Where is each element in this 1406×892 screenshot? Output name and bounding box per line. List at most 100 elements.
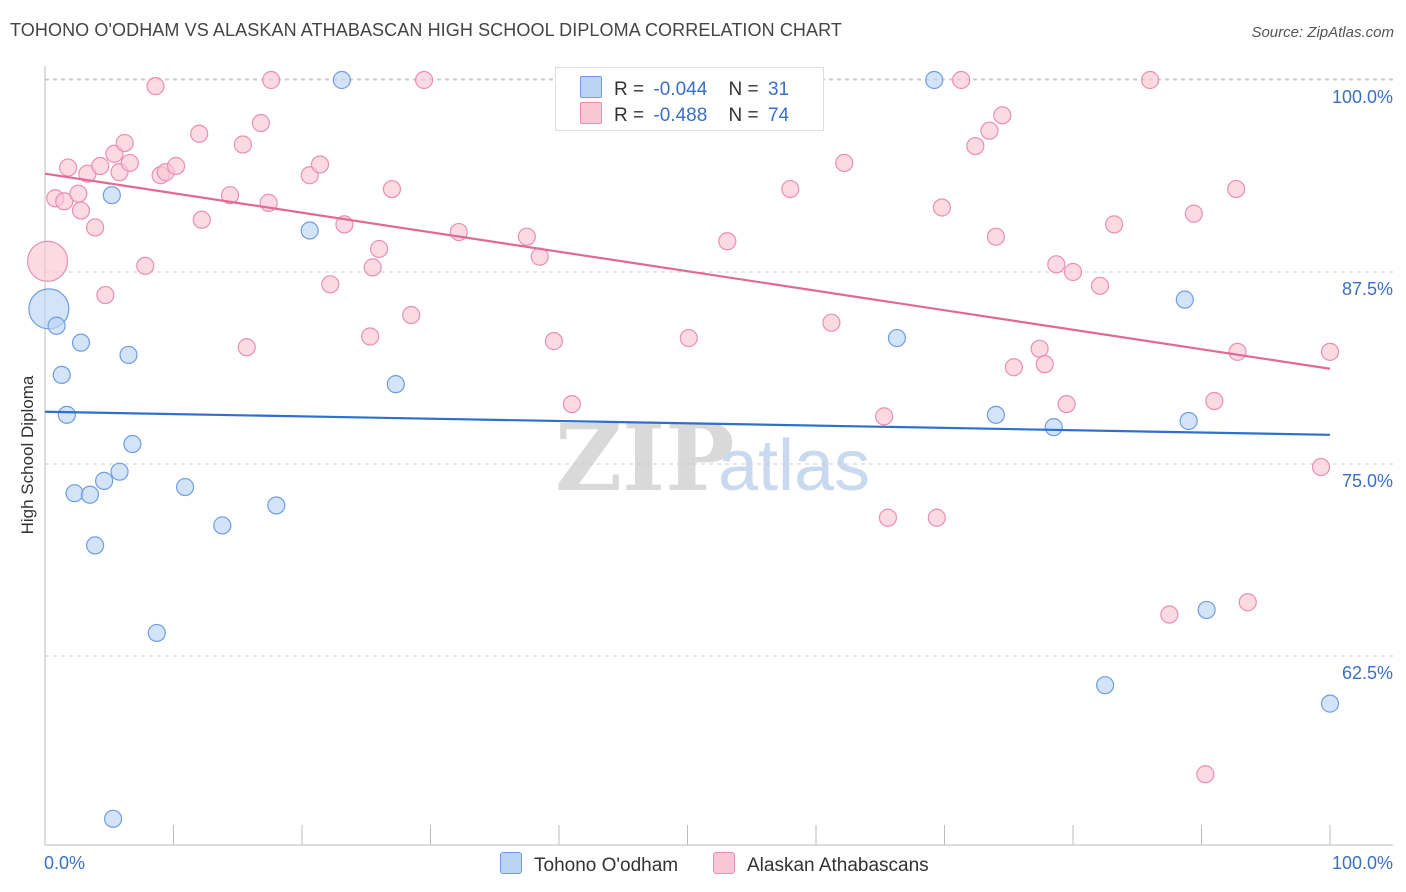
blue-data-point [52, 365, 71, 385]
blue-data-point [300, 221, 319, 240]
pink-data-point [59, 158, 78, 177]
pink-data-point [1047, 255, 1066, 274]
blue-swatch [580, 76, 602, 98]
pink-data-point [1238, 593, 1257, 612]
pink-data-point [71, 201, 91, 220]
pink-data-point [1090, 276, 1110, 295]
pink-data-point [136, 256, 155, 275]
pink-data-point [192, 210, 211, 229]
pink-data-point [1227, 179, 1246, 199]
pink-data-point [402, 305, 421, 325]
blue-data-point [65, 484, 84, 503]
pink-data-point [1196, 765, 1215, 784]
pink-data-point [932, 198, 952, 217]
pink-data-point [146, 77, 165, 96]
pink-data-point [822, 313, 841, 332]
watermark-atlas: atlas [718, 426, 870, 506]
blue-data-point [386, 375, 405, 394]
chart-source: Source: ZipAtlas.com [1251, 24, 1394, 41]
blue-data-point [1197, 600, 1216, 620]
pink-data-point [1063, 262, 1083, 282]
pink-swatch [580, 102, 602, 124]
blue-data-point [102, 186, 121, 205]
legend-item-alaskan-athabascans: Alaskan Athabascans [713, 852, 929, 877]
y-tick-label: 75.0% [1342, 471, 1393, 491]
pink-data-point [69, 184, 88, 203]
blue-data-point [1044, 418, 1063, 437]
pink-r-value: -0.488 [653, 105, 708, 126]
pink-data-point [363, 258, 382, 277]
blue-data-point [986, 405, 1006, 424]
pink-data-point [986, 227, 1006, 246]
blue-data-point [267, 496, 286, 515]
chart-title: TOHONO O'ODHAM VS ALASKAN ATHABASCAN HIG… [10, 20, 842, 40]
pink-data-point [91, 156, 110, 176]
legend-item-tohono-oodham: Tohono O'odham [500, 852, 678, 877]
blue-r-value: -0.044 [653, 79, 708, 100]
pink-data-point [166, 156, 186, 176]
pink-data-point [96, 285, 115, 305]
blue-data-point [1320, 694, 1340, 713]
pink-data-point [544, 332, 563, 351]
pink-data-point [321, 275, 340, 294]
pink-data-point [26, 240, 69, 282]
pink-data-point [1311, 457, 1331, 477]
pink-data-point [1057, 394, 1076, 414]
legend-swatch-blue [500, 852, 522, 874]
pink-data-point [382, 179, 402, 199]
pink-data-point [1228, 342, 1247, 361]
pink-data-point [679, 328, 698, 348]
pink-data-point [220, 186, 240, 205]
pink-n-label: N = [728, 105, 759, 126]
blue-data-point [119, 345, 138, 365]
blue-data-point [110, 462, 129, 481]
pink-data-point [1184, 204, 1203, 223]
blue-data-point [332, 70, 351, 90]
pink-data-point [781, 179, 800, 199]
blue-data-point [80, 485, 100, 504]
blue-n-value: 31 [767, 79, 790, 100]
stats-legend-row-blue: R = -0.044 N = 31 [580, 76, 789, 101]
pink-data-point [251, 113, 270, 133]
y-tick-label: 87.5% [1342, 279, 1393, 299]
blue-data-point [104, 809, 123, 828]
blue-data-point [175, 477, 195, 497]
pink-data-point [237, 338, 256, 357]
pink-data-point [1205, 391, 1224, 411]
blue-data-point [95, 471, 114, 490]
pink-data-point [262, 70, 281, 90]
x-tick-label-min: 0.0% [44, 853, 85, 873]
pink-data-point [120, 153, 139, 173]
pink-data-point [562, 394, 581, 414]
blue-data-point [887, 328, 907, 348]
legend-swatch-pink [713, 852, 735, 874]
legend-label-tohono-oodham: Tohono O'odham [534, 855, 679, 876]
blue-data-point [71, 333, 91, 352]
pink-data-point [370, 239, 389, 259]
pink-data-point [993, 106, 1012, 125]
blue-data-point [123, 434, 142, 454]
pink-data-point [878, 508, 898, 527]
pink-data-point [1160, 605, 1179, 624]
pink-data-point [55, 192, 74, 211]
pink-data-point [1140, 70, 1160, 90]
blue-data-point [147, 623, 166, 643]
pink-data-point [517, 227, 536, 246]
blue-data-point [925, 70, 944, 90]
pink-data-point [718, 232, 737, 251]
legend-label-alaskan-athabascans: Alaskan Athabascans [747, 855, 929, 876]
blue-data-point [213, 516, 232, 535]
stats-legend: R = -0.044 N = 31 R = -0.488 N = 74 [555, 67, 824, 131]
pink-data-point [875, 407, 894, 426]
pink-data-point [1030, 339, 1049, 358]
pink-data-point [952, 70, 971, 90]
pink-data-point [1105, 215, 1124, 234]
pink-data-point [115, 133, 134, 153]
pink-data-point [190, 124, 209, 143]
pink-r-label: R = [614, 105, 645, 126]
blue-trend-line [44, 410, 1331, 436]
pink-data-point [86, 218, 105, 237]
pink-data-point [966, 136, 985, 156]
y-tick-label: 100.0% [1332, 87, 1393, 107]
pink-data-point [361, 327, 380, 346]
